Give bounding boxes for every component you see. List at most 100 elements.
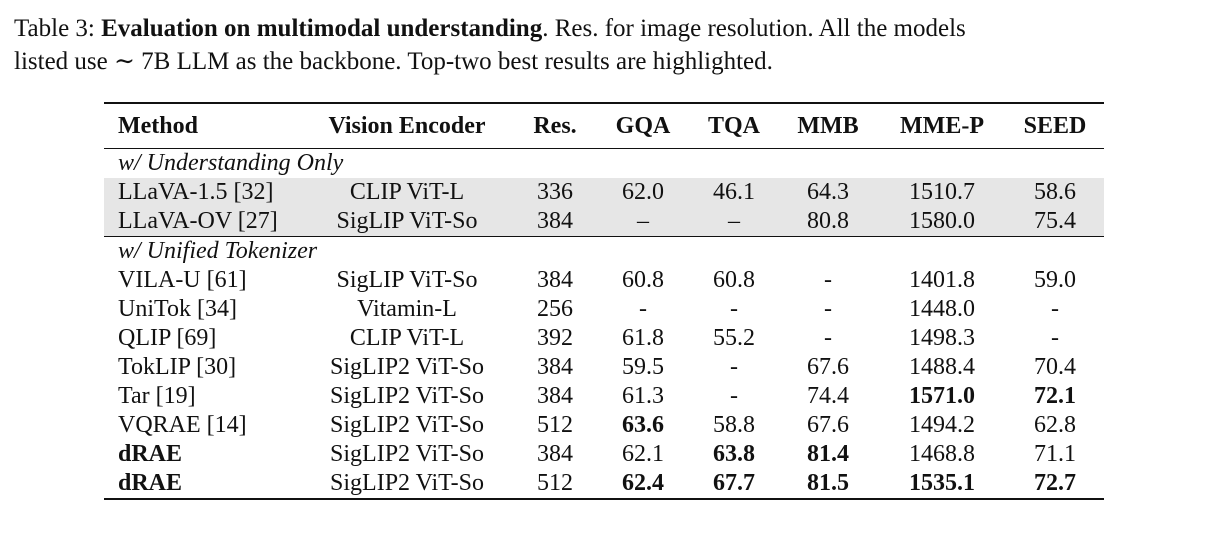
cell-seed: 70.4 xyxy=(1034,354,1076,380)
table-row: TokLIP [30] SigLIP2 ViT-So 384 59.5 - 67.6 148… xyxy=(104,353,1104,382)
table-row: VILA-U [61] SigLIP ViT-So 384 60.8 60.8 - 1401… xyxy=(104,266,1104,295)
section-header-row: w/ Unified Tokenizer xyxy=(104,236,1104,267)
cell-seed: 72.7 xyxy=(1034,470,1076,496)
cell-mmb: - xyxy=(824,325,832,351)
cell-res: 384 xyxy=(537,441,573,467)
cell-mmb: 67.6 xyxy=(807,412,849,438)
cell-tqa: 55.2 xyxy=(713,325,755,351)
table-row: QLIP [69] CLIP ViT-L 392 61.8 55.2 - 1498.3 - xyxy=(104,324,1104,353)
header-res: Res. xyxy=(533,113,577,139)
caption-title: Evaluation on multimodal understanding xyxy=(101,15,543,42)
section-label: w/ Understanding Only xyxy=(118,150,344,176)
table-body: w/ Understanding Only LLaVA-1.5 [32] CLIP … xyxy=(104,148,1104,499)
cell-mme-p: 1401.8 xyxy=(909,267,975,293)
cell-method: VILA-U [61] xyxy=(118,267,247,293)
cell-vision-encoder: SigLIP2 ViT-So xyxy=(330,412,484,438)
cell-tqa: 63.8 xyxy=(713,441,755,467)
cell-vision-encoder: SigLIP ViT-So xyxy=(300,207,514,237)
cell-mme-p: 1498.3 xyxy=(909,325,975,351)
cell-vision-encoder: CLIP ViT-L xyxy=(300,178,514,207)
cell-tqa: - xyxy=(730,354,738,380)
cell-res: 384 xyxy=(537,267,573,293)
cell-tqa: 58.8 xyxy=(713,412,755,438)
cell-seed: - xyxy=(1051,325,1059,351)
caption-text-line2: listed use ∼ 7B LLM as the backbone. Top… xyxy=(14,48,773,75)
cell-vision-encoder: CLIP ViT-L xyxy=(349,325,465,351)
cell-res: 512 xyxy=(537,412,573,438)
cell-vision-encoder: SigLIP2 ViT-So xyxy=(330,354,484,380)
cell-method: VQRAE [14] xyxy=(118,412,247,438)
cell-mmb: - xyxy=(824,296,832,322)
cell-res: 512 xyxy=(537,470,573,496)
cell-mme-p: 1494.2 xyxy=(909,412,975,438)
cell-vision-encoder: SigLIP ViT-So xyxy=(336,267,478,293)
caption-text-line1: . Res. for image resolution. All the mod… xyxy=(542,15,966,42)
section-label: w/ Unified Tokenizer xyxy=(118,238,318,264)
cell-method: Tar [19] xyxy=(118,383,196,409)
cell-mme-p: 1580.0 xyxy=(878,207,1006,237)
cell-gqa: 62.0 xyxy=(596,178,690,207)
cell-res: 392 xyxy=(537,325,573,351)
cell-gqa: 63.6 xyxy=(622,412,664,438)
cell-mme-p: 1510.7 xyxy=(878,178,1006,207)
cell-tqa: – xyxy=(690,207,778,237)
cell-mmb: 64.3 xyxy=(778,178,878,207)
cell-seed: - xyxy=(1051,296,1059,322)
table-row: LLaVA-OV [27] SigLIP ViT-So 384– –80.8 1580.… xyxy=(104,207,1104,237)
cell-gqa: 60.8 xyxy=(622,267,664,293)
cell-gqa: 61.8 xyxy=(622,325,664,351)
cell-method: LLaVA-OV [27] xyxy=(104,207,300,237)
cell-method: dRAE xyxy=(118,441,183,467)
cell-mme-p: 1535.1 xyxy=(909,470,975,496)
header-seed: SEED xyxy=(1023,113,1087,139)
cell-tqa: - xyxy=(730,296,738,322)
cell-method: TokLIP [30] xyxy=(118,354,237,380)
cell-res: 384 xyxy=(537,383,573,409)
cell-gqa: 59.5 xyxy=(622,354,664,380)
cell-mmb: 81.4 xyxy=(807,441,849,467)
cell-seed: 62.8 xyxy=(1034,412,1076,438)
results-table: Method Vision Encoder Res. GQA TQA MMB M… xyxy=(104,102,1104,500)
cell-mme-p: 1468.8 xyxy=(909,441,975,467)
cell-res: 384 xyxy=(537,354,573,380)
cell-tqa: 67.7 xyxy=(713,470,755,496)
cell-res: 336 xyxy=(514,178,596,207)
cell-gqa: – xyxy=(596,207,690,237)
cell-res: 256 xyxy=(537,296,573,322)
cell-tqa: - xyxy=(730,383,738,409)
cell-gqa: 62.1 xyxy=(622,441,664,467)
cell-method: QLIP [69] xyxy=(118,325,217,351)
table-row: VQRAE [14] SigLIP2 ViT-So 512 63.6 58.8 67.6 1… xyxy=(104,411,1104,440)
cell-mme-p: 1571.0 xyxy=(909,383,975,409)
table-row: Tar [19] SigLIP2 ViT-So 384 61.3 - 74.4 1571.0… xyxy=(104,382,1104,411)
header-method: Method xyxy=(118,113,198,139)
header-mme-p: MME-P xyxy=(900,113,984,139)
header-mmb: MMB xyxy=(797,113,859,139)
table-row: dRAE SigLIP2 ViT-So 384 62.1 63.8 81.4 1468.8 7… xyxy=(104,440,1104,469)
table-caption: Table 3: Evaluation on multimodal unders… xyxy=(14,12,1210,78)
cell-mmb: 67.6 xyxy=(807,354,849,380)
cell-mmb: 74.4 xyxy=(807,383,849,409)
cell-method: dRAE xyxy=(118,470,183,496)
cell-seed: 72.1 xyxy=(1034,383,1076,409)
header-row: Method Vision Encoder Res. GQA TQA MMB M… xyxy=(104,103,1104,149)
cell-gqa: 62.4 xyxy=(622,470,664,496)
cell-method: UniTok [34] xyxy=(118,296,237,322)
cell-tqa: 46.1 xyxy=(690,178,778,207)
cell-gqa: - xyxy=(639,296,647,322)
cell-gqa: 61.3 xyxy=(622,383,664,409)
cell-mmb: - xyxy=(824,267,832,293)
table-row: LLaVA-1.5 [32] CLIP ViT-L 336 62.0 46.1 64.3 1… xyxy=(104,178,1104,207)
header-gqa: GQA xyxy=(615,113,671,139)
cell-tqa: 60.8 xyxy=(713,267,755,293)
cell-mmb: 81.5 xyxy=(807,470,849,496)
cell-seed: 71.1 xyxy=(1034,441,1076,467)
cell-res: 384 xyxy=(514,207,596,237)
cell-seed: 59.0 xyxy=(1034,267,1076,293)
caption-label: Table 3: xyxy=(14,15,95,42)
cell-mme-p: 1488.4 xyxy=(909,354,975,380)
cell-seed: 75.4 xyxy=(1006,207,1104,237)
cell-vision-encoder: SigLIP2 ViT-So xyxy=(330,470,484,496)
section-header-row: w/ Understanding Only xyxy=(104,148,1104,179)
cell-mmb: 80.8 xyxy=(778,207,878,237)
